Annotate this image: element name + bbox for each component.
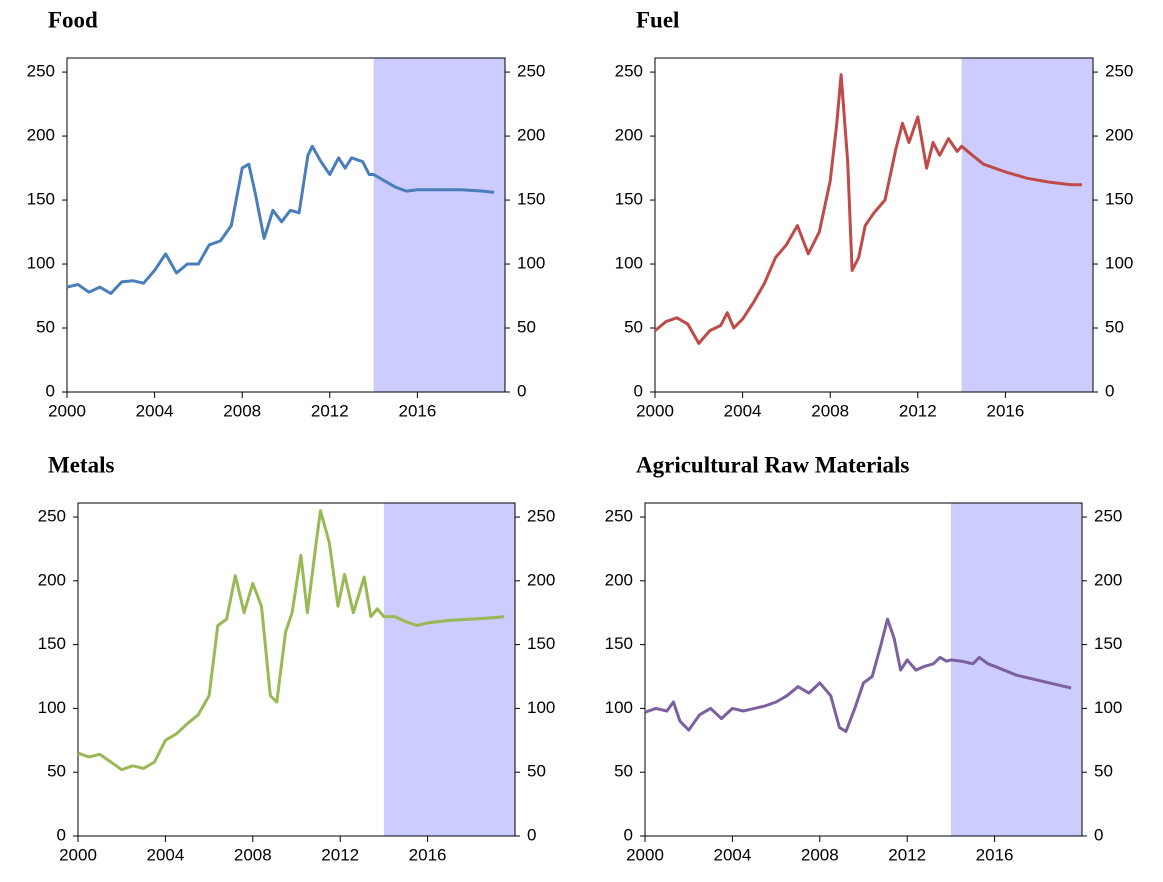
x-tick-label: 2008 (811, 401, 849, 420)
x-tick-label: 2016 (409, 845, 447, 864)
y-tick-label: 100 (605, 698, 633, 717)
y2-tick-label: 50 (1105, 317, 1124, 336)
x-tick-label: 2008 (223, 401, 261, 420)
y-tick-label: 200 (605, 570, 633, 589)
y2-tick-label: 150 (1094, 634, 1122, 653)
plot-frame (77, 502, 516, 837)
x-tick-label: 2012 (311, 401, 349, 420)
x-tick-label: 2008 (234, 845, 272, 864)
y2-tick-label: 100 (517, 254, 545, 273)
forecast-shade (383, 503, 515, 836)
y2-tick-label: 0 (517, 381, 526, 400)
y2-tick-label: 50 (517, 317, 536, 336)
y2-tick-label: 150 (527, 634, 555, 653)
plot-frame (66, 57, 506, 393)
y-tick-label: 150 (605, 634, 633, 653)
data-line (644, 617, 1072, 733)
y-tick-label: 0 (634, 381, 643, 400)
y-tick-label: 100 (615, 254, 643, 273)
y-tick-label: 50 (36, 317, 55, 336)
y2-tick-label: 200 (527, 570, 555, 589)
y-tick-label: 0 (57, 825, 66, 844)
chart-title: Metals (48, 452, 114, 477)
y-tick-label: 200 (615, 126, 643, 145)
chart-title: Food (48, 7, 98, 32)
y2-tick-label: 50 (1094, 762, 1113, 781)
y2-tick-label: 200 (1105, 126, 1133, 145)
y-tick-label: 50 (624, 317, 643, 336)
y-tick-label: 200 (38, 570, 66, 589)
y2-tick-label: 50 (527, 762, 546, 781)
x-tick-label: 2012 (888, 845, 926, 864)
forecast-shade (950, 503, 1082, 836)
chart-title: Fuel (636, 7, 679, 32)
y2-tick-label: 100 (1105, 254, 1133, 273)
x-tick-label: 2004 (146, 845, 184, 864)
data-line (77, 509, 505, 772)
y-tick-label: 150 (38, 634, 66, 653)
y-tick-label: 100 (27, 254, 55, 273)
plot-frame (654, 57, 1094, 393)
y2-tick-label: 200 (1094, 570, 1122, 589)
y2-tick-label: 0 (527, 825, 536, 844)
forecast-shade (373, 58, 505, 392)
y-tick-label: 250 (615, 62, 643, 81)
data-line (654, 73, 1082, 345)
y-tick-label: 50 (614, 762, 633, 781)
y2-tick-label: 250 (527, 507, 555, 526)
x-tick-label: 2000 (48, 401, 86, 420)
y2-tick-label: 0 (1105, 381, 1114, 400)
chart-panel: Food 0 50 100 150 200 250 0 50 100 150 200 250 2000 20… (27, 7, 546, 420)
y2-tick-label: 250 (1094, 507, 1122, 526)
forecast-shade (961, 58, 1093, 392)
x-tick-label: 2016 (976, 845, 1014, 864)
chart-panel: Metals 0 50 100 150 200 250 0 50 100 150 200 250 2000… (38, 452, 556, 864)
y2-tick-label: 100 (1094, 698, 1122, 717)
x-tick-label: 2000 (59, 845, 97, 864)
y-tick-label: 150 (27, 190, 55, 209)
x-tick-label: 2000 (626, 845, 664, 864)
x-tick-label: 2008 (801, 845, 839, 864)
x-tick-label: 2000 (636, 401, 674, 420)
y2-tick-label: 100 (527, 698, 555, 717)
y2-tick-label: 250 (517, 62, 545, 81)
y-tick-label: 250 (605, 507, 633, 526)
y-tick-label: 100 (38, 698, 66, 717)
plot-frame (644, 502, 1083, 837)
y-tick-label: 0 (46, 381, 55, 400)
chart-panel: Agricultural Raw Materials 0 50 100 150 200 25… (605, 452, 1123, 864)
x-tick-label: 2016 (398, 401, 436, 420)
x-tick-label: 2012 (899, 401, 937, 420)
x-tick-label: 2004 (724, 401, 762, 420)
x-tick-label: 2012 (321, 845, 359, 864)
y-tick-label: 0 (624, 825, 633, 844)
chart-title: Agricultural Raw Materials (636, 452, 909, 477)
y2-tick-label: 200 (517, 126, 545, 145)
y2-tick-label: 150 (1105, 190, 1133, 209)
x-tick-label: 2004 (713, 845, 751, 864)
y-tick-label: 200 (27, 126, 55, 145)
y-tick-label: 50 (47, 762, 66, 781)
y2-tick-label: 150 (517, 190, 545, 209)
y-tick-label: 250 (38, 507, 66, 526)
x-tick-label: 2016 (986, 401, 1024, 420)
y-tick-label: 150 (615, 190, 643, 209)
data-line (66, 144, 495, 295)
chart-panel: Fuel 0 50 100 150 200 250 0 50 100 150 200 250 2000 20… (615, 7, 1134, 420)
x-tick-label: 2004 (136, 401, 174, 420)
y2-tick-label: 250 (1105, 62, 1133, 81)
y-tick-label: 250 (27, 62, 55, 81)
y2-tick-label: 0 (1094, 825, 1103, 844)
